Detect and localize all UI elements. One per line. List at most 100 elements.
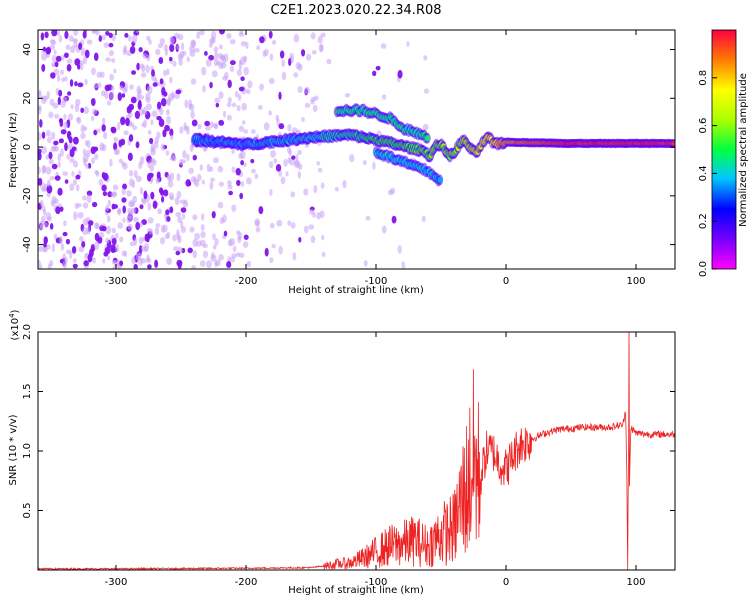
noise-speck: [117, 222, 124, 229]
noise-speck: [59, 69, 65, 75]
noise-speck: [45, 166, 52, 175]
noise-speck: [238, 125, 245, 132]
noise-speck: [246, 260, 252, 268]
noise-speck: [61, 96, 68, 103]
noise-speck: [66, 58, 73, 64]
noise-speck: [310, 32, 316, 40]
noise-speck: [291, 155, 296, 160]
noise-speck: [189, 44, 195, 53]
noise-speck: [160, 97, 167, 107]
noise-speck: [304, 102, 311, 108]
noise-speck: [211, 252, 215, 259]
noise-speck: [149, 164, 155, 172]
noise-speck: [258, 206, 264, 215]
snr-multiplier-exponent: 4: [8, 313, 16, 318]
noise-speck: [241, 102, 247, 111]
noise-speck: [135, 141, 140, 149]
noise-speck: [227, 239, 233, 247]
noise-speck: [238, 86, 245, 92]
noise-speck: [139, 63, 145, 69]
noise-speck: [50, 200, 56, 207]
noise-speck: [61, 77, 65, 83]
noise-speck: [222, 110, 227, 118]
noise-speck: [67, 91, 72, 96]
noise-speck: [84, 78, 88, 86]
noise-speck: [162, 129, 167, 138]
noise-speck: [245, 41, 249, 49]
noise-speck: [319, 43, 324, 52]
spectrogram-ytick-label: 0: [22, 144, 33, 150]
noise-speck: [72, 178, 77, 186]
noise-speck: [197, 123, 202, 130]
noise-speck: [76, 116, 82, 125]
noise-speck: [80, 107, 85, 114]
noise-speck: [51, 54, 57, 63]
noise-speck: [239, 30, 244, 36]
noise-speck: [115, 232, 119, 239]
snr-frame: [37, 331, 676, 571]
noise-speck: [147, 264, 152, 269]
noise-speck: [58, 89, 63, 97]
noise-speck: [334, 186, 339, 192]
noise-speck: [223, 230, 228, 237]
noise-speck: [166, 216, 171, 222]
noise-speck: [160, 143, 165, 151]
noise-speck: [135, 221, 141, 231]
noise-speck: [113, 68, 117, 74]
noise-speck: [133, 237, 138, 246]
noise-speck: [145, 93, 151, 100]
noise-speck: [137, 101, 142, 110]
noise-speck: [101, 124, 106, 132]
noise-speck: [87, 253, 93, 263]
noise-speck: [54, 175, 61, 181]
noise-speck: [239, 192, 244, 200]
noise-speck: [167, 180, 174, 188]
noise-speck: [163, 189, 169, 197]
noise-speck: [172, 60, 177, 67]
noise-speck: [212, 244, 217, 250]
noise-speck: [201, 66, 207, 76]
colorbar-label: Normalized spectral amplitude: [738, 73, 749, 227]
noise-speck: [201, 213, 205, 221]
noise-speck: [175, 89, 182, 95]
noise-speck: [101, 34, 107, 41]
noise-speck: [182, 201, 189, 208]
noise-speck: [297, 149, 302, 156]
noise-speck: [63, 113, 67, 120]
spectrogram-ytick-label: -20: [22, 188, 33, 204]
noise-speck: [42, 46, 47, 52]
noise-speck: [105, 57, 111, 62]
noise-speck: [118, 158, 123, 164]
noise-speck: [119, 260, 124, 266]
noise-speck: [401, 261, 406, 269]
noise-speck: [86, 194, 92, 204]
noise-speck: [48, 111, 54, 119]
noise-speck: [92, 108, 98, 115]
noise-speck: [121, 93, 126, 98]
noise-speck: [126, 190, 132, 197]
noise-speck: [44, 31, 49, 39]
noise-speck: [313, 184, 318, 194]
noise-speck: [199, 164, 203, 171]
noise-speck: [174, 197, 180, 206]
noise-speck: [158, 118, 165, 128]
noise-speck: [254, 173, 259, 179]
noise-speck: [39, 220, 45, 229]
noise-speck: [47, 263, 52, 269]
noise-speck: [236, 179, 241, 187]
noise-speck: [165, 108, 170, 116]
noise-speck: [304, 86, 310, 95]
noise-speck: [160, 237, 166, 245]
noise-speck: [240, 76, 245, 82]
noise-speck: [95, 222, 100, 230]
noise-speck: [192, 238, 198, 248]
noise-speck: [54, 113, 60, 119]
noise-speck: [82, 55, 88, 65]
noise-speck: [38, 132, 42, 141]
noise-speck: [222, 75, 228, 81]
noise-speck: [269, 53, 274, 61]
noise-speck: [84, 253, 88, 260]
noise-speck: [110, 244, 117, 253]
noise-speck: [55, 55, 62, 62]
